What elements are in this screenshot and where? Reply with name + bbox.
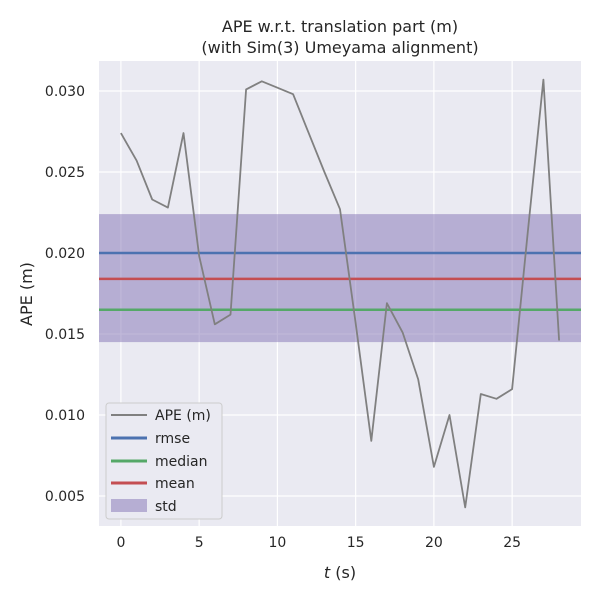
y-tick-label: 0.025 (45, 165, 85, 181)
ape-series-line (120, 78, 560, 509)
x-tick-label: 5 (195, 535, 204, 551)
legend: APE (m) rmse median mean std (105, 402, 223, 520)
chart-title: APE w.r.t. translation part (m) (222, 17, 458, 36)
chart-subtitle: (with Sim(3) Umeyama alignment) (201, 38, 478, 57)
legend-swatch-std (111, 499, 147, 512)
legend-box (105, 402, 223, 520)
y-tick-label: 0.020 (45, 246, 85, 262)
stat-lines (99, 251, 581, 311)
series-layer (120, 78, 560, 509)
grid (99, 61, 581, 526)
x-tick-label: 25 (503, 535, 521, 551)
x-axis-label-unit: (s) (330, 563, 356, 582)
y-tick-labels: 0.005 0.010 0.015 0.020 0.025 0.030 (45, 84, 85, 505)
x-tick-label: 15 (347, 535, 365, 551)
y-tick-label: 0.005 (45, 489, 85, 505)
y-axis-label: APE (m) (17, 262, 36, 326)
legend-label-mean: mean (155, 476, 195, 492)
x-axis-label-variable: t (324, 563, 331, 582)
legend-label-rmse: rmse (155, 431, 190, 447)
x-tick-label: 20 (425, 535, 443, 551)
x-axis-label: t (s) (324, 563, 356, 582)
y-tick-label: 0.030 (45, 84, 85, 100)
legend-label-std: std (155, 499, 177, 515)
legend-label-median: median (155, 454, 207, 470)
legend-label-ape: APE (m) (155, 408, 211, 424)
x-tick-label: 10 (268, 535, 286, 551)
y-tick-label: 0.015 (45, 327, 85, 343)
x-tick-label: 0 (116, 535, 125, 551)
y-tick-label: 0.010 (45, 408, 85, 424)
x-tick-labels: 0 5 10 15 20 25 (116, 535, 521, 551)
